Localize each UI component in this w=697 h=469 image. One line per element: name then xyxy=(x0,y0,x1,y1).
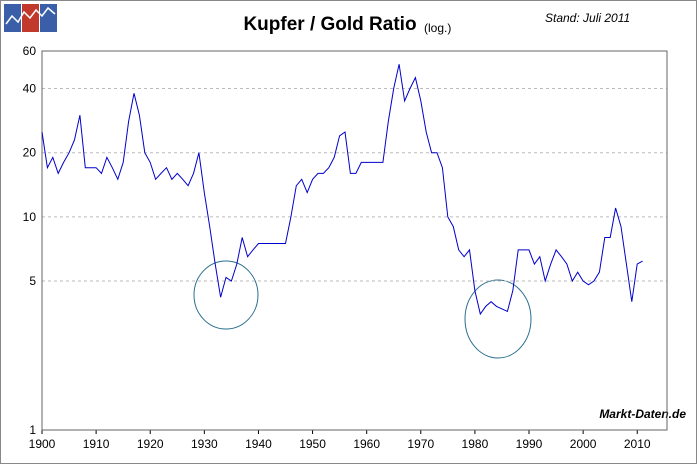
x-tick-label: 1960 xyxy=(353,437,380,451)
x-tick-label: 1950 xyxy=(299,437,326,451)
highlight-circle xyxy=(464,279,532,359)
x-tick-label: 2010 xyxy=(624,437,651,451)
x-tick-label: 1990 xyxy=(516,437,543,451)
data-line xyxy=(41,64,643,316)
x-tick-label: 1970 xyxy=(407,437,434,451)
annotation: Stand: Juli 2011 xyxy=(545,11,630,25)
x-tick-label: 1910 xyxy=(83,437,110,451)
x-tick-label: 1980 xyxy=(462,437,489,451)
title-note: (log.) xyxy=(424,21,451,35)
x-tick-label: 1940 xyxy=(245,437,272,451)
y-tick-label: 40 xyxy=(23,82,37,96)
x-tick-label: 1920 xyxy=(137,437,164,451)
y-tick-label: 60 xyxy=(23,44,37,58)
y-tick-label: 5 xyxy=(29,274,36,288)
x-tick-label: 1930 xyxy=(191,437,218,451)
chart-title: Kupfer / Gold Ratio xyxy=(243,14,416,35)
y-tick-label: 10 xyxy=(23,210,37,224)
y-tick-label: 20 xyxy=(23,146,37,160)
logo xyxy=(4,4,57,32)
plot-area xyxy=(41,50,668,431)
x-tick-label: 1900 xyxy=(29,437,56,451)
highlight-circle xyxy=(193,260,259,330)
x-tick-label: 2000 xyxy=(570,437,597,451)
source: Markt-Daten.de xyxy=(599,407,686,421)
y-tick-label: 1 xyxy=(29,423,36,437)
